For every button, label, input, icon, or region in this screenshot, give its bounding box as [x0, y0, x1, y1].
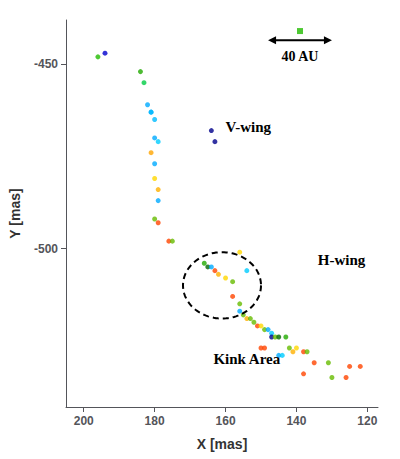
- svg-text:Kink Area: Kink Area: [213, 351, 280, 367]
- svg-text:Y [mas]: Y [mas]: [7, 188, 23, 238]
- svg-text:140: 140: [286, 414, 306, 428]
- svg-text:V-wing: V-wing: [226, 119, 272, 135]
- svg-text:X [mas]: X [mas]: [197, 436, 248, 452]
- svg-text:40 AU: 40 AU: [282, 49, 319, 64]
- svg-text:-500: -500: [34, 242, 58, 256]
- svg-text:160: 160: [216, 414, 236, 428]
- svg-text:180: 180: [145, 414, 165, 428]
- svg-text:H-wing: H-wing: [318, 252, 366, 268]
- svg-text:120: 120: [357, 414, 377, 428]
- svg-text:-450: -450: [34, 57, 58, 71]
- svg-text:200: 200: [74, 414, 94, 428]
